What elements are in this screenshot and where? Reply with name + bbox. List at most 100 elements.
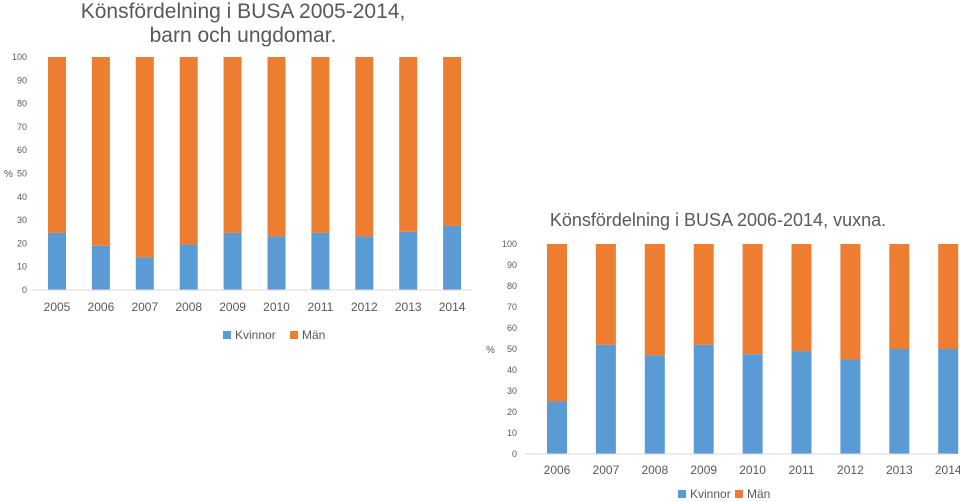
chart1-y-tick-label: 50 [17, 169, 27, 179]
chart1-bar-man-2011 [311, 57, 330, 233]
chart2-x-tick-label: 2009 [690, 463, 717, 477]
chart2-bar-man-2008 [644, 244, 665, 356]
chart2-x-ticks: 2006 2007 2008 2009 2010 2011 2012 2013 2014 [544, 463, 960, 477]
chart2-bar-man-2006 [547, 244, 567, 402]
chart1-legend-label-man: Män [302, 328, 325, 342]
chart1-x-tick-label: 2013 [395, 300, 422, 314]
chart2-y-tick-label: 20 [507, 407, 517, 417]
chart2-x-tick-label: 2007 [593, 463, 620, 477]
chart1-bar-kvinnor-2013 [399, 231, 418, 290]
chart2-y-tick-label: 40 [507, 365, 517, 375]
chart2-bar-kvinnor-2008 [644, 355, 665, 454]
chart1-legend: Kvinnor Män [223, 328, 325, 342]
chart-adults: Könsfördelning i BUSA 2006-2014, vuxna. … [486, 210, 960, 501]
chart2-bar-man-2007 [595, 244, 616, 345]
chart2-bar-man-2009 [693, 244, 714, 345]
chart2-bar-kvinnor-2009 [693, 344, 714, 454]
chart1-bar-man-2008 [179, 57, 198, 245]
chart2-x-tick-label: 2012 [837, 463, 864, 477]
chart1-y-tick-label: 10 [17, 262, 27, 272]
chart1-bar-kvinnor-2014 [443, 225, 462, 290]
chart1-bar-kvinnor-2006 [91, 245, 110, 290]
chart1-bar-kvinnor-2009 [223, 232, 242, 290]
chart2-bar-kvinnor-2013 [889, 349, 910, 454]
chart2-y-tick-label: 90 [507, 260, 517, 270]
chart2-x-tick-label: 2008 [641, 463, 668, 477]
chart1-x-tick-label: 2008 [175, 300, 202, 314]
chart1-bar-man-2009 [223, 57, 242, 233]
chart1-y-tick-label: 0 [22, 285, 27, 295]
chart2-bar-man-2010 [742, 244, 763, 355]
chart2-x-tick-label: 2014 [935, 463, 960, 477]
chart1-y-ticks: 0 10 20 30 40 50 60 70 80 90 100 [12, 52, 27, 295]
chart1-legend-label-kvinnor: Kvinnor [235, 328, 276, 342]
chart2-bar-kvinnor-2012 [840, 359, 861, 454]
chart1-y-tick-label: 100 [12, 52, 27, 62]
chart2-bar-kvinnor-2011 [791, 351, 812, 454]
chart2-x-tick-label: 2010 [739, 463, 766, 477]
chart1-y-tick-label: 40 [17, 192, 27, 202]
chart1-bar-man-2007 [135, 57, 154, 258]
chart2-y-tick-label: 30 [507, 386, 517, 396]
chart2-bar-kvinnor-2006 [547, 401, 567, 454]
chart2-title: Könsfördelning i BUSA 2006-2014, vuxna. [550, 210, 886, 230]
chart1-y-tick-label: 80 [17, 99, 27, 109]
chart1-bar-man-2013 [399, 57, 418, 232]
chart2-bars [547, 244, 959, 454]
chart1-y-tick-label: 60 [17, 145, 27, 155]
chart1-legend-swatch-kvinnor [223, 331, 231, 339]
chart1-y-tick-label: 90 [17, 75, 27, 85]
chart1-x-tick-label: 2012 [351, 300, 378, 314]
chart1-title: Könsfördelning i BUSA 2005-2014, [81, 0, 406, 23]
chart1-y-axis-label: % [4, 169, 13, 180]
chart2-legend-swatch-man [735, 490, 743, 498]
chart1-y-tick-label: 30 [17, 215, 27, 225]
chart1-bar-man-2006 [91, 57, 110, 246]
chart1-y-tick-label: 20 [17, 238, 27, 248]
chart2-legend-label-kvinnor: Kvinnor [690, 487, 731, 501]
chart1-x-tick-label: 2010 [263, 300, 290, 314]
chart2-legend-swatch-kvinnor [678, 490, 686, 498]
chart1-title-line2: barn och ungdomar. [150, 24, 337, 47]
chart2-y-tick-label: 0 [512, 449, 517, 459]
chart2-y-tick-label: 10 [507, 428, 517, 438]
chart1-bar-man-2012 [355, 57, 374, 237]
chart1-bar-kvinnor-2007 [135, 257, 154, 290]
chart1-bar-kvinnor-2010 [267, 236, 286, 290]
chart2-bar-kvinnor-2014 [938, 349, 959, 454]
chart1-x-tick-label: 2011 [307, 300, 333, 314]
chart2-bar-kvinnor-2010 [742, 354, 763, 454]
chart1-bar-kvinnor-2008 [179, 244, 198, 290]
chart1-bars [48, 57, 462, 290]
chart1-x-ticks: 2005 2006 2007 2008 2009 2010 2011 2012 2013 2014 [44, 300, 466, 314]
chart2-x-tick-label: 2006 [544, 463, 571, 477]
chart1-bar-kvinnor-2011 [311, 232, 330, 290]
chart1-x-tick-label: 2014 [439, 300, 466, 314]
chart2-bar-man-2012 [840, 244, 861, 360]
chart-children-youth: Könsfördelning i BUSA 2005-2014, barn oc… [4, 0, 471, 342]
chart2-x-tick-label: 2011 [789, 463, 815, 477]
chart1-y-tick-label: 70 [17, 122, 27, 132]
chart2-y-tick-label: 100 [502, 239, 517, 249]
chart2-y-axis-label: % [486, 345, 495, 356]
chart2-y-ticks: 0 10 20 30 40 50 60 70 80 90 100 [502, 239, 517, 459]
chart2-y-tick-label: 50 [507, 344, 517, 354]
chart2-x-tick-label: 2013 [886, 463, 913, 477]
chart1-x-tick-label: 2005 [44, 300, 71, 314]
chart2-y-tick-label: 70 [507, 302, 517, 312]
chart2-y-tick-label: 60 [507, 323, 517, 333]
chart2-bar-man-2011 [791, 244, 812, 352]
chart1-bar-man-2014 [443, 57, 462, 226]
chart1-bar-man-2005 [48, 57, 66, 233]
chart2-y-tick-label: 80 [507, 281, 517, 291]
chart2-legend: Kvinnor Män [678, 487, 770, 501]
chart1-bar-kvinnor-2012 [355, 236, 374, 290]
chart2-legend-label-man: Män [747, 487, 770, 501]
chart2-bar-kvinnor-2007 [595, 344, 616, 454]
chart1-bar-man-2010 [267, 57, 286, 237]
chart2-bar-man-2013 [889, 244, 910, 349]
chart1-x-tick-label: 2009 [219, 300, 246, 314]
chart1-legend-swatch-man [290, 331, 298, 339]
chart1-x-tick-label: 2007 [131, 300, 158, 314]
